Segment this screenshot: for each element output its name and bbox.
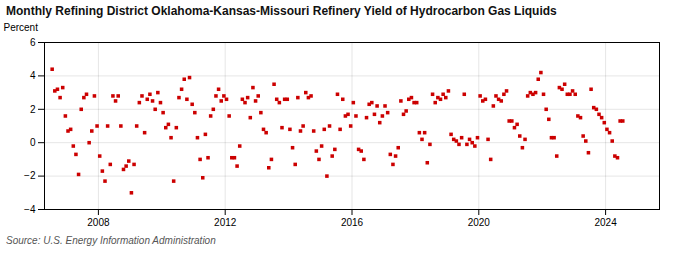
svg-text:2008: 2008 (87, 217, 110, 228)
html-text:Monthly Refining District Okla: Monthly Refining District Oklahoma-Kansa… (6, 4, 557, 18)
svg-text:4: 4 (30, 70, 36, 81)
svg-text:2016: 2016 (341, 217, 364, 228)
svg-text:6: 6 (30, 37, 36, 48)
svg-text:−4: −4 (24, 204, 36, 215)
svg-text:0: 0 (30, 137, 36, 148)
svg-text:2: 2 (30, 104, 36, 115)
svg-text:2020: 2020 (468, 217, 491, 228)
svg-text:2012: 2012 (214, 217, 237, 228)
html-text:Source: U.S. Energy Informatio: Source: U.S. Energy Information Administ… (6, 235, 216, 246)
svg-text:2024: 2024 (594, 217, 617, 228)
svg-text:Percent: Percent (4, 22, 39, 33)
svg-text:−2: −2 (24, 170, 36, 181)
